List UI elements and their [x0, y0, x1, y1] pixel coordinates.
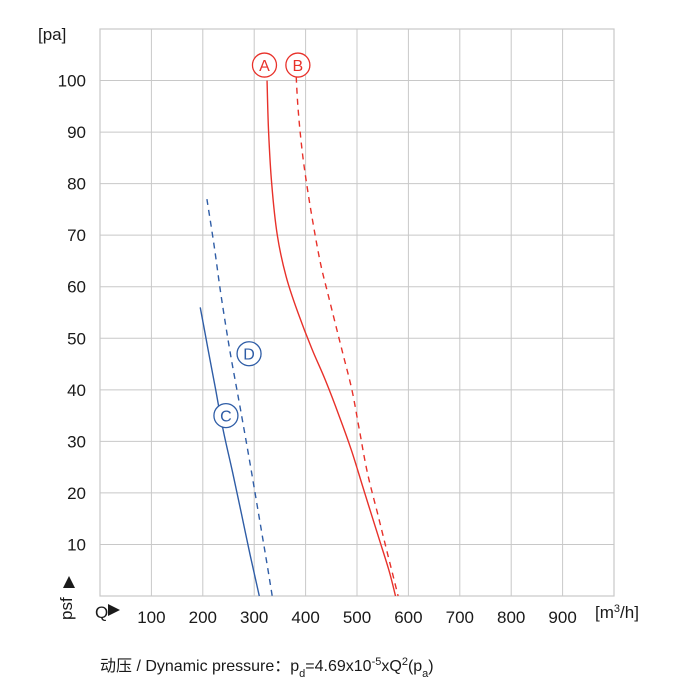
series-label: D — [243, 347, 255, 364]
y-tick-label: 20 — [67, 484, 86, 503]
series-label: B — [293, 58, 304, 75]
x-tick-label: 200 — [189, 608, 217, 627]
y-tick-label: 70 — [67, 226, 86, 245]
badge-circle — [285, 52, 311, 78]
series-d-line — [206, 198, 273, 597]
series-a-line — [266, 80, 397, 597]
badge-circle — [213, 402, 239, 429]
x-axis-marker: Q — [95, 603, 120, 622]
y-axis-marker: psf — [57, 576, 76, 620]
y-axis-marker-label: psf — [57, 597, 76, 620]
x-tick-label: 600 — [394, 608, 422, 627]
series-layer — [199, 54, 399, 597]
x-axis-arrow-icon — [108, 604, 120, 616]
y-tick-label: 90 — [67, 123, 86, 142]
x-tick-label: 500 — [343, 608, 371, 627]
y-tick-label: 40 — [67, 381, 86, 400]
x-axis-unit: [m3/h] — [595, 603, 639, 622]
series-b-badge: B — [285, 52, 311, 78]
series-badges: A B C D — [213, 52, 311, 429]
x-tick-label: 900 — [548, 608, 576, 627]
series-c-badge: C — [213, 402, 239, 429]
y-tick-label: 10 — [67, 535, 86, 554]
x-tick-label: 300 — [240, 608, 268, 627]
series-a-badge: A — [251, 52, 278, 78]
x-tick-label: 100 — [137, 608, 165, 627]
series-b-line — [294, 54, 399, 597]
axes: 100 200 300 400 500 600 700 800 900 10 20 30 40 50 60 7… — [58, 72, 577, 627]
x-tick-label: 700 — [446, 608, 474, 627]
y-tick-label: 100 — [58, 72, 86, 91]
x-axis-marker-label: Q — [95, 603, 108, 622]
y-axis-arrow-icon — [63, 576, 75, 588]
series-label: C — [220, 409, 232, 426]
series-label: A — [259, 58, 270, 75]
badge-circle — [251, 52, 278, 78]
x-tick-label: 400 — [291, 608, 319, 627]
y-tick-label: 80 — [67, 175, 86, 194]
y-tick-label: 50 — [67, 329, 86, 348]
formula-caption: 动压 / Dynamic pressure：pd=4.69x10-5xQ2(pa… — [100, 656, 434, 680]
y-axis-unit: [pa] — [38, 25, 66, 44]
x-tick-label: 800 — [497, 608, 525, 627]
series-c-line — [199, 307, 260, 597]
badge-circle — [236, 341, 262, 367]
y-tick-label: 60 — [67, 278, 86, 297]
y-tick-label: 30 — [67, 432, 86, 451]
series-d-badge: D — [236, 341, 262, 367]
grid — [99, 28, 615, 597]
